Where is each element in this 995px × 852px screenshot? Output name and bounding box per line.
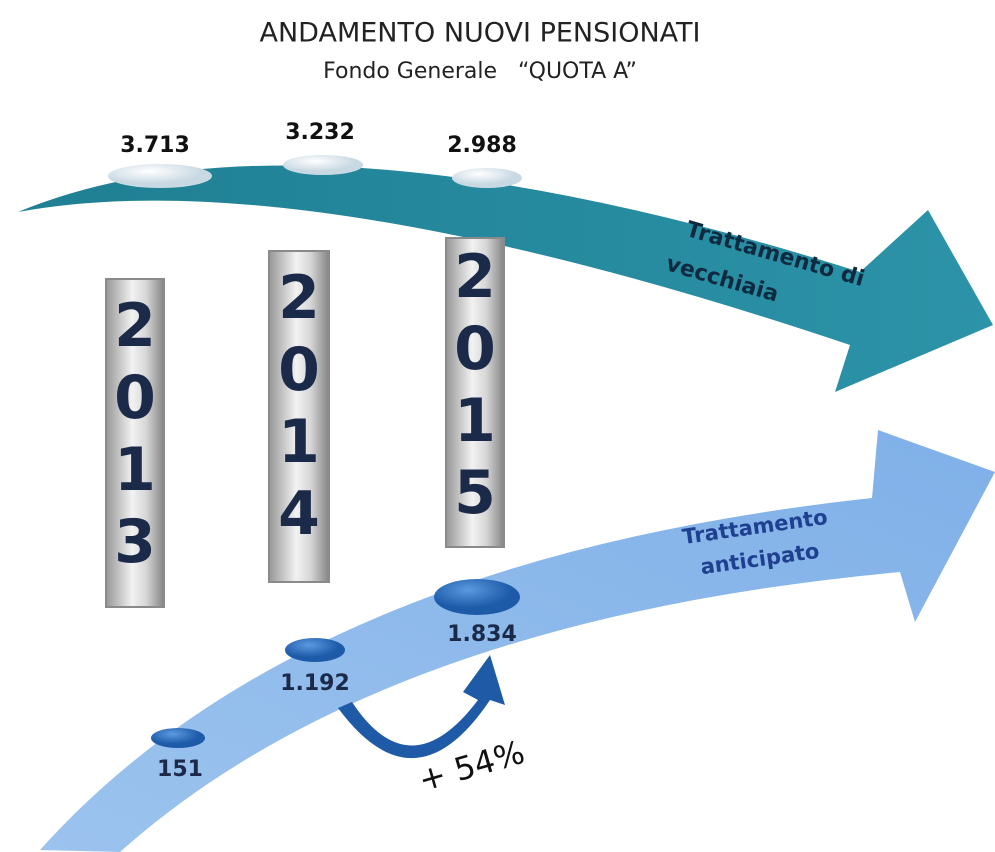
marker xyxy=(285,638,345,662)
marker xyxy=(452,168,522,188)
title: ANDAMENTO NUOVI PENSIONATI xyxy=(259,18,700,49)
year-box: 2014 xyxy=(268,250,330,583)
page: {"header": {"title": "ANDAMENTO NUOVI PE… xyxy=(0,0,995,852)
value-label: 1.192 xyxy=(280,671,350,696)
value-label: 151 xyxy=(157,757,203,782)
value-label: 3.232 xyxy=(285,120,355,145)
year-box: 2015 xyxy=(445,237,505,548)
subtitle: Fondo Generale “QUOTA A” xyxy=(323,59,637,84)
arrow-anticipato xyxy=(40,430,995,852)
marker xyxy=(283,155,363,175)
marker xyxy=(108,164,212,188)
value-label: 1.834 xyxy=(447,622,517,647)
marker xyxy=(434,579,520,615)
year-box: 2013 xyxy=(105,278,165,608)
value-label: 3.713 xyxy=(120,133,190,158)
value-label: 2.988 xyxy=(447,133,517,158)
infographic: ANDAMENTO NUOVI PENSIONATI Fondo General… xyxy=(0,0,995,852)
marker xyxy=(151,728,205,748)
